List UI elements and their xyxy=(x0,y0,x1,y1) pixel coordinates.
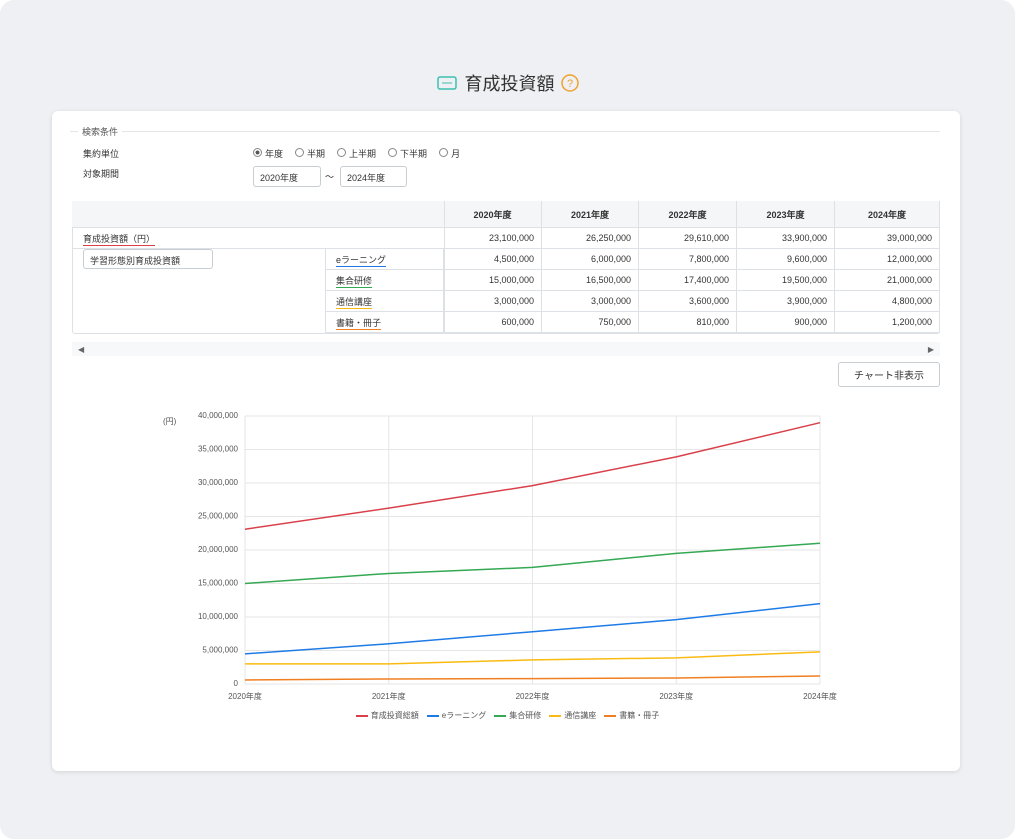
radio-label[interactable]: 下半期 xyxy=(400,149,428,159)
cell-value: 4,500,000 xyxy=(444,249,542,270)
period-sep: ～ xyxy=(325,172,335,182)
column-header: 2024年度 xyxy=(835,201,940,228)
radio-label[interactable]: 月 xyxy=(451,149,461,159)
breakdown-select[interactable]: 学習形態別育成投資額 xyxy=(83,249,213,269)
cell-value: 19,500,000 xyxy=(737,270,835,291)
legend-swatch xyxy=(604,714,617,717)
total-value: 33,900,000 xyxy=(737,228,835,249)
row-label-cell xyxy=(325,291,444,312)
cell-value: 600,000 xyxy=(444,312,542,333)
column-header: 2021年度 xyxy=(542,201,639,228)
total-value: 39,000,000 xyxy=(835,228,940,249)
legend-item[interactable]: 集合研修 xyxy=(494,710,541,721)
radio[interactable] xyxy=(388,148,398,157)
cell-value: 6,000,000 xyxy=(542,249,639,270)
search-legend: 検索条件 xyxy=(78,125,123,138)
cell-value: 9,600,000 xyxy=(737,249,835,270)
total-value: 23,100,000 xyxy=(444,228,542,249)
radio-label[interactable]: 上半期 xyxy=(349,149,377,159)
row-label-cell xyxy=(325,270,444,291)
legend-item[interactable]: eラーニング xyxy=(426,710,487,721)
radio-label[interactable]: 半期 xyxy=(307,149,326,159)
total-value: 29,610,000 xyxy=(639,228,737,249)
row-label[interactable]: eラーニング xyxy=(336,255,387,265)
cell-value: 3,000,000 xyxy=(542,291,639,312)
legend-label: 通信講座 xyxy=(564,711,597,720)
legend-swatch xyxy=(426,714,439,717)
row-label[interactable]: 書籍・冊子 xyxy=(336,318,382,328)
cell-value: 3,900,000 xyxy=(737,291,835,312)
total-value: 26,250,000 xyxy=(542,228,639,249)
legend-label: 集合研修 xyxy=(509,711,542,720)
radio[interactable] xyxy=(295,148,305,157)
legend-swatch xyxy=(355,714,368,717)
legend-swatch xyxy=(494,714,507,717)
row-label[interactable]: 集合研修 xyxy=(336,276,373,286)
cell-value: 4,800,000 xyxy=(835,291,940,312)
head-left xyxy=(444,201,445,334)
column-header: 2022年度 xyxy=(639,201,737,228)
header: 育成投資額 ? xyxy=(0,70,1015,96)
row-label[interactable]: 通信講座 xyxy=(336,297,373,307)
period-label: 対象期間 xyxy=(83,169,120,179)
cell-value: 810,000 xyxy=(639,312,737,333)
cell-value: 1,200,000 xyxy=(835,312,940,333)
search-divider xyxy=(70,131,940,132)
period-from[interactable]: 2020年度 xyxy=(253,166,321,187)
cell-value: 12,000,000 xyxy=(835,249,940,270)
column-header: 2023年度 xyxy=(737,201,835,228)
cell-value: 750,000 xyxy=(542,312,639,333)
unit-label: 集約単位 xyxy=(83,149,120,159)
cell-value: 900,000 xyxy=(737,312,835,333)
legend-label: eラーニング xyxy=(441,711,487,720)
radio[interactable] xyxy=(337,148,347,157)
cell-value: 21,000,000 xyxy=(835,270,940,291)
radio[interactable] xyxy=(439,148,449,157)
svg-text:?: ? xyxy=(566,78,572,90)
radio[interactable] xyxy=(253,148,262,157)
legend-swatch xyxy=(549,714,562,717)
row-label-cell xyxy=(325,312,444,333)
cell-value: 17,400,000 xyxy=(639,270,737,291)
radio-label[interactable]: 年度 xyxy=(265,149,284,159)
cell-value: 7,800,000 xyxy=(639,249,737,270)
row-sep xyxy=(72,248,444,249)
legend: 育成投資総額 eラーニング 集合研修 通信講座 書籍・冊子 xyxy=(0,710,1015,721)
cell-value: 3,600,000 xyxy=(639,291,737,312)
scrollbar[interactable]: ◀ ▶ xyxy=(72,342,940,356)
legend-label: 書籍・冊子 xyxy=(619,711,660,720)
title-icon xyxy=(436,76,457,90)
legend-label: 育成投資総額 xyxy=(370,711,419,720)
legend-item[interactable]: 書籍・冊子 xyxy=(604,710,659,721)
period-to[interactable]: 2024年度 xyxy=(340,166,407,187)
column-header: 2020年度 xyxy=(444,201,542,228)
legend-item[interactable]: 育成投資総額 xyxy=(355,710,419,721)
cell-value: 16,500,000 xyxy=(542,270,639,291)
legend-item[interactable]: 通信講座 xyxy=(549,710,596,721)
help-icon[interactable]: ? xyxy=(560,74,579,92)
page-title: 育成投資額 xyxy=(464,74,555,94)
cell-value: 15,000,000 xyxy=(444,270,542,291)
row-label-cell xyxy=(325,249,444,270)
cell-value: 3,000,000 xyxy=(444,291,542,312)
chart-toggle[interactable]: チャート非表示 xyxy=(838,362,940,387)
row-label[interactable]: 育成投資額（円） xyxy=(83,234,156,244)
